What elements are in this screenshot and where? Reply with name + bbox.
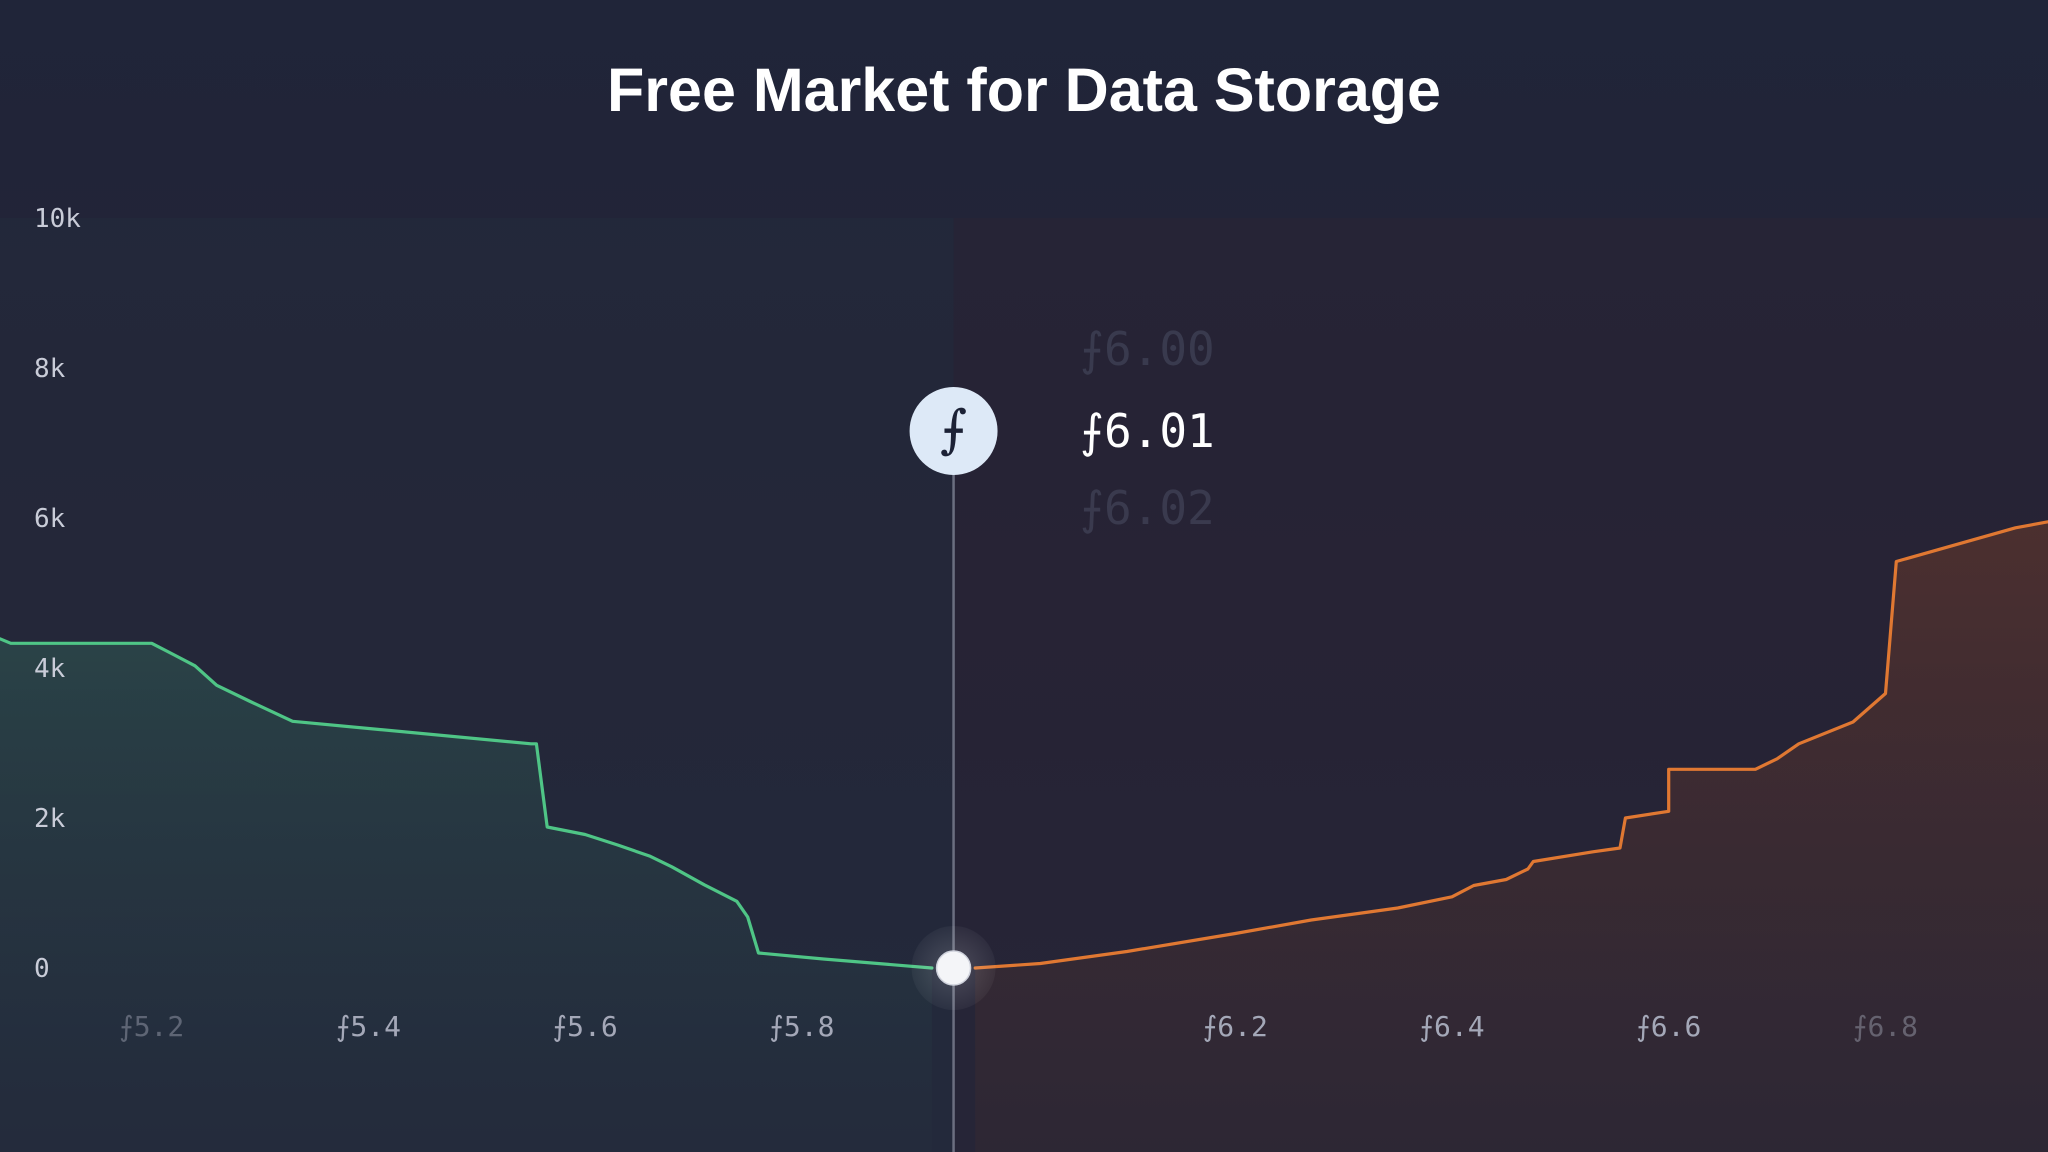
bid-series-line <box>0 637 934 970</box>
x-tick-label: ⨍6.2 <box>1203 1010 1268 1043</box>
price-wheel: ⨍6.00 ⨍6.01 ⨍6.02 <box>1080 322 1215 535</box>
y-tick-label: 8k <box>34 354 66 384</box>
y-tick-label: 6k <box>34 504 66 534</box>
y-tick-label: 10k <box>34 204 81 234</box>
filecoin-icon <box>909 387 998 475</box>
area-layer <box>0 218 2048 1152</box>
x-tick-label: ⨍6.6 <box>1636 1010 1701 1043</box>
filecoin-icon-glyph: ⨍ <box>940 400 967 460</box>
price-wheel-prev: ⨍6.00 <box>1080 322 1215 376</box>
x-tick-label: ⨍5.4 <box>336 1010 401 1043</box>
x-tick-label: ⨍6.4 <box>1419 1010 1484 1043</box>
x-tick-label: ⨍6.8 <box>1853 1010 1918 1043</box>
price-wheel-next: ⨍6.02 <box>1080 481 1215 535</box>
chart-title: Free Market for Data Storage <box>607 56 1441 124</box>
marker-knob[interactable] <box>935 950 972 986</box>
x-tick-label: ⨍5.6 <box>553 1010 618 1043</box>
y-axis: 0 2k 4k 6k 8k 10k <box>34 204 81 984</box>
x-axis: ⨍5.2 ⨍5.4 ⨍5.6 ⨍5.8 ⨍6.2 ⨍6.4 ⨍6.6 ⨍6.8 <box>119 1010 1918 1043</box>
ask-series-line <box>973 520 2048 970</box>
x-tick-label: ⨍5.8 <box>769 1010 834 1043</box>
bid-series-area <box>0 638 932 1152</box>
price-wheel-current: ⨍6.01 <box>1080 404 1215 458</box>
x-tick-label: ⨍5.2 <box>119 1010 184 1043</box>
y-tick-label: 4k <box>34 654 66 684</box>
y-tick-label: 2k <box>34 804 66 834</box>
line-layer <box>0 520 2048 970</box>
y-tick-label: 0 <box>34 954 50 984</box>
ask-series-area <box>975 521 2048 1152</box>
price-marker[interactable]: ⨍ <box>909 387 998 1152</box>
